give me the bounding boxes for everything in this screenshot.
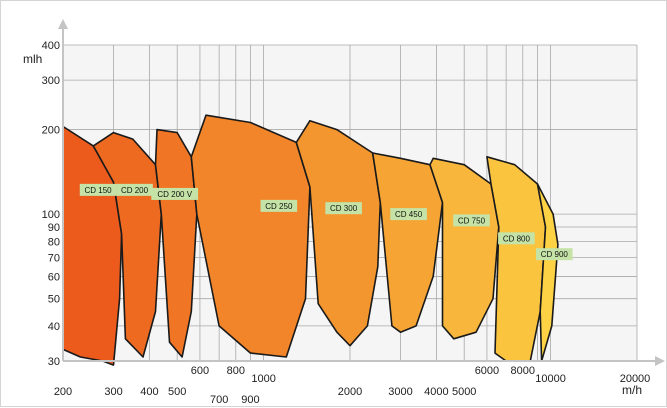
- label-bg-cd-200-v: [151, 187, 199, 200]
- label-bg-cd-900: [535, 248, 573, 261]
- y-tick-label: 90: [48, 222, 60, 234]
- label-bg-cd-450: [390, 208, 427, 221]
- y-tick-label: 40: [48, 321, 60, 333]
- model-areas: [62, 114, 559, 366]
- x-tick-label: 500: [168, 386, 186, 398]
- label-cd-800: CD 800: [503, 234, 531, 243]
- x-tick-label: 300: [104, 386, 122, 398]
- x-tick-labels: 200 300 400 500 600 700 800 900 1000 2000 3000 4000…: [54, 365, 650, 406]
- y-tick-label: 70: [48, 253, 60, 265]
- label-cd-300: CD 300: [330, 204, 358, 213]
- x-tick-label: 3000: [388, 386, 412, 398]
- label-cd-450: CD 450: [395, 210, 423, 219]
- label-cd-200-v: CD 200 V: [157, 190, 192, 199]
- y-tick-label: 400: [42, 40, 60, 52]
- x-tick-label: 2000: [338, 386, 362, 398]
- x-axis-title: m/h: [622, 383, 642, 397]
- x-tick-label: 10000: [535, 373, 566, 385]
- x-tick-label: 800: [227, 365, 245, 377]
- y-tick-label: 100: [42, 209, 60, 221]
- y-tick-label: 300: [42, 75, 60, 87]
- y-tick-label: 200: [42, 125, 60, 137]
- label-bg-cd-250: [260, 199, 298, 212]
- y-tick-label: 80: [48, 236, 60, 248]
- label-cd-900: CD 900: [541, 250, 569, 259]
- area-cd-450: [371, 152, 444, 334]
- x-tick-label: 6000: [475, 365, 499, 377]
- x-tick-label: 5000: [452, 386, 476, 398]
- area-cd-300: [295, 119, 382, 347]
- label-cd-200: CD 200: [121, 186, 149, 195]
- x-tick-label: 8000: [511, 365, 535, 377]
- x-tick-label: 600: [191, 365, 209, 377]
- y-tick-label: 50: [48, 294, 60, 306]
- x-tick-label: 900: [241, 394, 259, 406]
- label-bg-cd-750: [453, 214, 490, 227]
- area-cd-750: [429, 157, 500, 340]
- x-tick-label: 400: [140, 386, 158, 398]
- x-tick-label: 1000: [251, 373, 275, 385]
- label-bg-cd-150: [79, 183, 117, 196]
- x-tick-label: 20000: [620, 373, 651, 385]
- label-cd-150: CD 150: [85, 186, 113, 195]
- label-bg-cd-300: [325, 202, 362, 215]
- label-bg-cd-800: [498, 232, 535, 245]
- y-axis-title: mlh: [23, 52, 42, 66]
- y-tick-label: 30: [48, 356, 60, 368]
- y-tick-label: 60: [48, 271, 60, 283]
- label-cd-750: CD 750: [458, 216, 486, 225]
- axes: [58, 19, 665, 366]
- x-tick-label: 200: [54, 386, 72, 398]
- x-tick-label: 4000: [424, 386, 448, 398]
- area-cd-900: [536, 183, 559, 362]
- label-bg-cd-200: [116, 183, 153, 196]
- x-axis-arrow: [655, 356, 665, 366]
- label-cd-250: CD 250: [265, 202, 293, 211]
- x-tick-label: 700: [210, 394, 228, 406]
- model-labels: CD 150 CD 200 CD 200 V CD 250 CD 300 CD 450 CD…: [79, 183, 573, 261]
- y-axis-arrow: [58, 19, 68, 29]
